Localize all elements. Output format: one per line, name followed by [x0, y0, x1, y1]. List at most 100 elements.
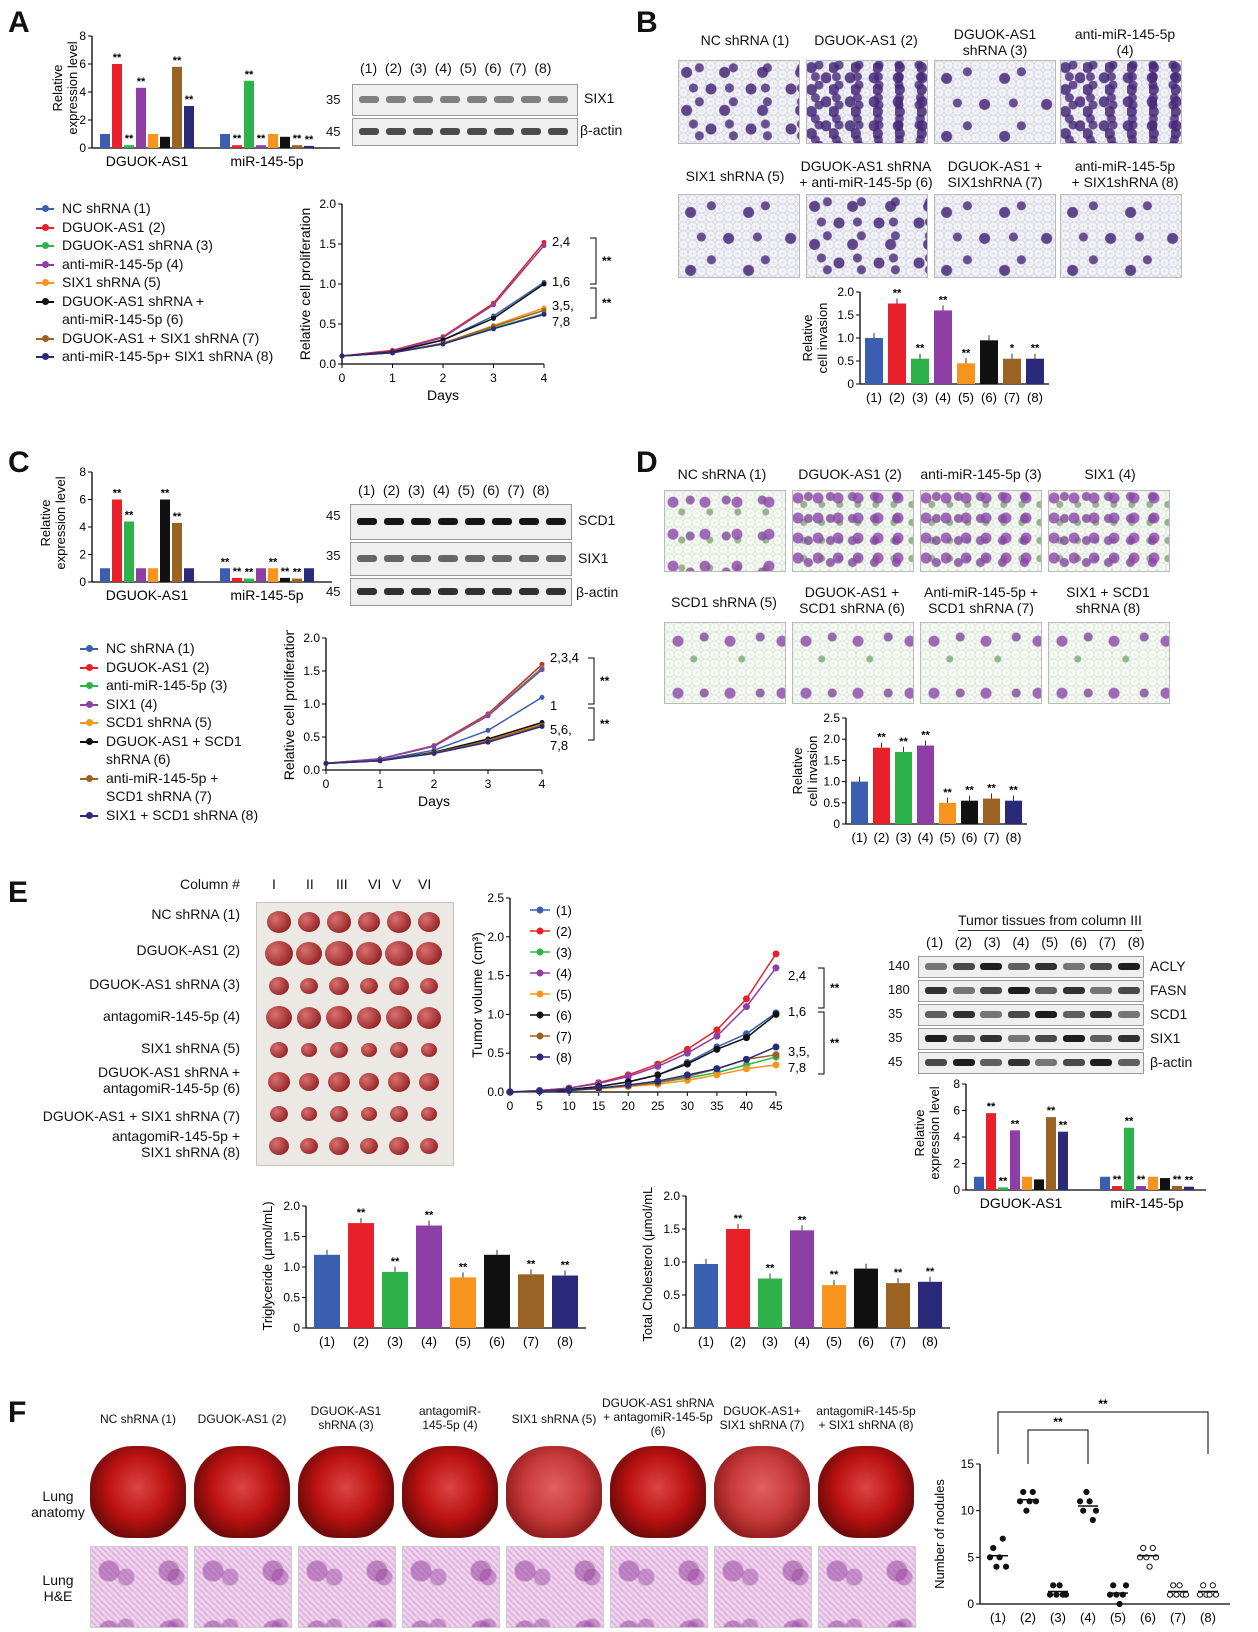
- data-point: [491, 302, 496, 308]
- y-axis-label: Total Cholesterol (μmol/mL): [640, 1186, 655, 1342]
- legend-item: DGUOK-AS1 shRNA +: [36, 293, 204, 309]
- data-point: [772, 1051, 780, 1059]
- bar: [1148, 1176, 1158, 1190]
- blot-band: [467, 128, 487, 135]
- blot-band: [438, 555, 458, 562]
- x-tick-label: 10: [562, 1099, 576, 1113]
- blot-band: [1090, 1059, 1112, 1066]
- legend-label: NC shRNA (1): [62, 200, 151, 216]
- y-tick-label: 1.5: [663, 1222, 680, 1236]
- row-label: DGUOK-AS1 + SIX1 shRNA (7): [42, 1108, 240, 1124]
- x-category-label: (3): [762, 1334, 778, 1349]
- bar: [292, 578, 302, 582]
- y-tick-label: 0: [79, 575, 86, 589]
- y-tick-label: 2: [79, 113, 86, 127]
- significance-label: **: [561, 1260, 570, 1272]
- data-point: [742, 995, 750, 1003]
- blot-band: [357, 588, 377, 595]
- row-label: DGUOK-AS1 shRNA (3): [89, 976, 240, 992]
- significance-label: **: [921, 730, 930, 742]
- group-label: + SIX1 shRNA (8): [818, 1418, 914, 1432]
- legend-marker: [536, 1032, 544, 1040]
- data-point: [541, 243, 547, 249]
- d-image-7: [920, 622, 1042, 704]
- column-header: VI: [368, 876, 382, 892]
- x-axis-label: Days: [427, 387, 459, 403]
- legend-item: NC shRNA (1): [36, 200, 151, 216]
- legend-label: SIX1 (4): [106, 695, 158, 712]
- x-category-label: (3): [387, 1334, 403, 1349]
- y-tick-label: 0: [293, 1321, 300, 1335]
- bar: [112, 499, 122, 582]
- significance-label: **: [459, 1261, 468, 1273]
- blot-band: [952, 963, 975, 970]
- blot-band: [386, 96, 406, 103]
- y-axis-label: Relative cell proliferation: [297, 208, 313, 361]
- data-point: [539, 667, 545, 673]
- significance-label: **: [125, 133, 134, 145]
- legend-label: SIX1 shRNA (5): [62, 274, 161, 290]
- bar: [220, 568, 230, 582]
- bar: [148, 568, 158, 582]
- y-tick-label: 4: [79, 520, 86, 534]
- blot-band: [546, 588, 566, 595]
- blot-band: [1090, 1035, 1112, 1042]
- blot-band: [413, 128, 433, 135]
- bar: [484, 1254, 510, 1328]
- x-category-label: (7): [984, 830, 1000, 845]
- x-tick-label: 5: [536, 1099, 543, 1113]
- significance-label: **: [527, 1258, 536, 1270]
- tumor: [269, 1137, 289, 1155]
- data-point: [491, 315, 496, 321]
- group-label: DGUOK-AS1+: [723, 1404, 801, 1418]
- y-tick-label: 0.0: [319, 357, 336, 371]
- x-category-label: (6): [489, 1334, 505, 1349]
- blot-band: [521, 96, 541, 103]
- legend-label: SIX1 + SCD1 shRNA (8): [106, 806, 259, 823]
- he-image: [298, 1546, 396, 1628]
- bar: [100, 568, 110, 582]
- y-tick-label: 0.0: [487, 1085, 504, 1099]
- blot-band: [1117, 963, 1140, 970]
- data-point: [999, 1535, 1006, 1542]
- data-point: [772, 964, 780, 972]
- bar: [184, 568, 194, 582]
- bar: [220, 134, 230, 148]
- tumor: [389, 1137, 409, 1155]
- x-tick-label: 20: [622, 1099, 636, 1113]
- data-point: [565, 1086, 573, 1094]
- data-point: [1146, 1563, 1153, 1570]
- legend-marker: [536, 1053, 544, 1061]
- bar: [939, 802, 956, 824]
- x-category-label: DGUOK-AS1: [106, 587, 189, 603]
- legend-marker: [80, 645, 98, 653]
- bar: [518, 1274, 544, 1328]
- blot-band: [1007, 987, 1030, 994]
- legend-label: DGUOK-AS1 + SIX1 shRNA (7): [62, 329, 260, 346]
- bar: [292, 145, 302, 148]
- data-point: [713, 1032, 721, 1040]
- y-axis-label: cell invasion: [815, 303, 830, 374]
- data-point: [440, 341, 446, 347]
- row-label: NC shRNA (1): [151, 906, 240, 922]
- blot-band: [1062, 963, 1085, 970]
- blot-label: FASN: [1150, 982, 1187, 998]
- y-axis-label-1: Relative: [50, 65, 65, 112]
- legend-label: DGUOK-AS1 shRNA (3): [62, 237, 213, 253]
- group-label: + antagomiR-145-5p: [603, 1410, 713, 1424]
- legend-label: (2): [556, 924, 572, 939]
- a-blot-label-actin: β-actin: [580, 122, 623, 138]
- data-point: [1092, 1507, 1100, 1514]
- lung-image: [402, 1446, 498, 1538]
- blot-mw: 180: [888, 982, 910, 997]
- b-label-8b: + SIX1shRNA (8): [1071, 174, 1179, 190]
- legend-label: anti-miR-145-5p+ SIX1 shRNA (8): [62, 348, 274, 364]
- tumor: [300, 1138, 318, 1155]
- data-point: [1170, 1582, 1177, 1589]
- blot-mw: 140: [888, 958, 910, 973]
- data-point: [1166, 1591, 1174, 1598]
- f-nodule-scatter-chart: 0 5 10 15 (1) (2) (3) (4) (5) (6) (7) (8) Number of …: [932, 1397, 1230, 1625]
- bar: [160, 499, 170, 582]
- x-tick-label: 3: [490, 371, 497, 385]
- blot-band: [1062, 987, 1085, 994]
